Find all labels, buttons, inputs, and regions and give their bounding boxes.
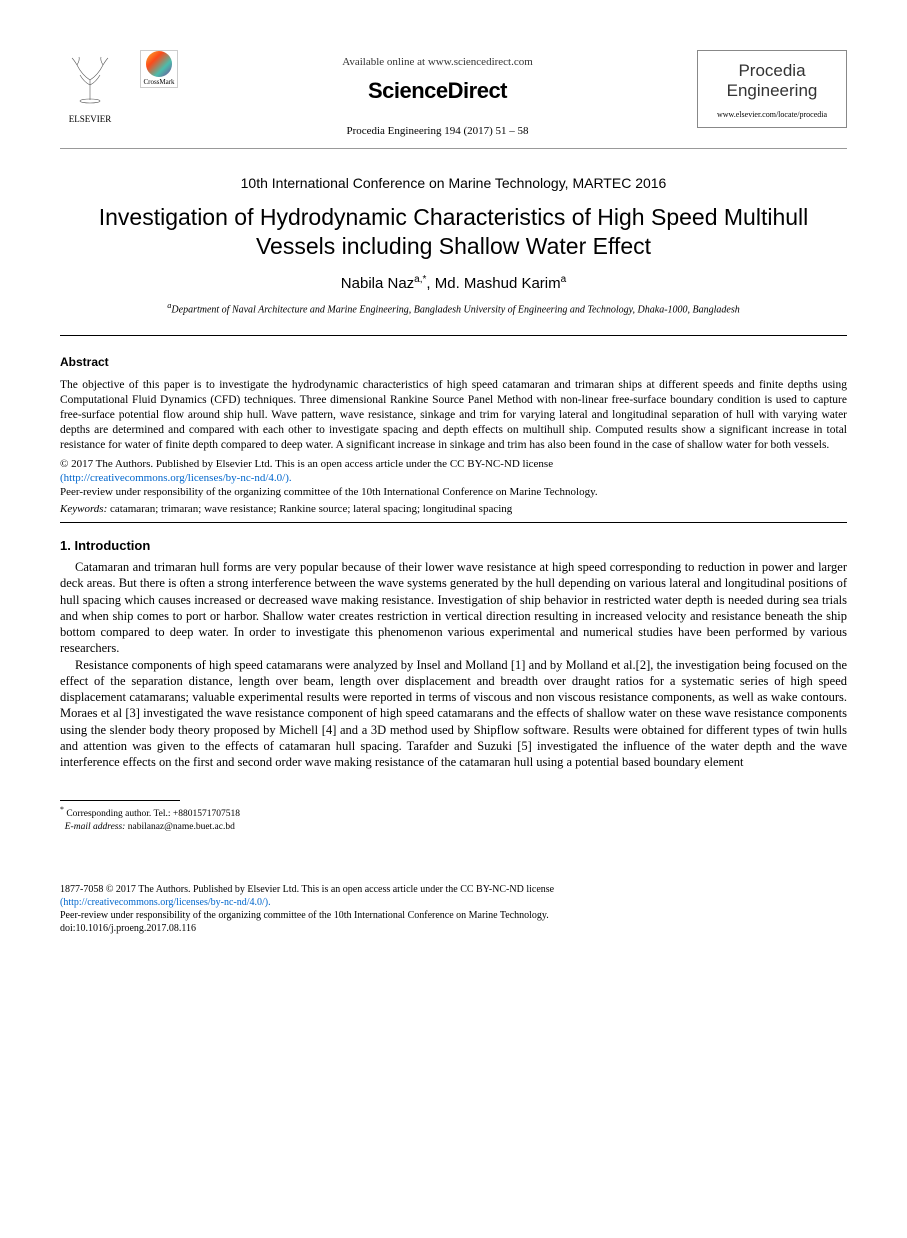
- author-list: Nabila Naza,*, Md. Mashud Karima: [60, 273, 847, 294]
- copyright-line1: © 2017 The Authors. Published by Elsevie…: [60, 458, 553, 470]
- footnote-separator: [60, 800, 180, 801]
- affiliation: aDepartment of Naval Architecture and Ma…: [60, 300, 847, 317]
- email-address: nabilanaz@name.buet.ac.bd: [128, 822, 235, 832]
- keywords-text: catamaran; trimaran; wave resistance; Ra…: [110, 503, 512, 515]
- author-1-sup: a,*: [414, 274, 426, 285]
- procedia-url: www.elsevier.com/locate/procedia: [704, 110, 840, 121]
- conference-name: 10th International Conference on Marine …: [60, 174, 847, 193]
- footer-license-link[interactable]: (http://creativecommons.org/licenses/by-…: [60, 897, 271, 908]
- procedia-line1: Procedia: [704, 61, 840, 81]
- footnote-marker: *: [60, 805, 64, 814]
- footer-doi: doi:10.1016/j.proeng.2017.08.116: [60, 923, 196, 934]
- abstract-heading: Abstract: [60, 354, 847, 370]
- paper-header: ELSEVIER CrossMark Available online at w…: [60, 50, 847, 149]
- intro-para-1: Catamaran and trimaran hull forms are ve…: [60, 559, 847, 657]
- procedia-line2: Engineering: [704, 81, 840, 101]
- keywords-label: Keywords:: [60, 503, 107, 515]
- email-label: E-mail address:: [65, 822, 126, 832]
- crossmark-label: CrossMark: [143, 78, 174, 87]
- elsevier-tree-icon: [60, 50, 120, 113]
- crossmark-circle-icon: [146, 51, 172, 77]
- journal-title-box: Procedia Engineering www.elsevier.com/lo…: [697, 50, 847, 128]
- copyright-block: © 2017 The Authors. Published by Elsevie…: [60, 457, 847, 500]
- journal-citation: Procedia Engineering 194 (2017) 51 – 58: [178, 124, 697, 139]
- crossmark-badge[interactable]: CrossMark: [140, 50, 178, 88]
- intro-para-2: Resistance components of high speed cata…: [60, 657, 847, 771]
- keywords-line: Keywords: catamaran; trimaran; wave resi…: [60, 502, 847, 517]
- license-link[interactable]: (http://creativecommons.org/licenses/by-…: [60, 472, 292, 484]
- rule-top: [60, 335, 847, 336]
- author-2-sup: a: [561, 274, 567, 285]
- sciencedirect-logo: ScienceDirect: [178, 76, 697, 106]
- elsevier-logo: ELSEVIER: [60, 50, 120, 125]
- header-left-logos: ELSEVIER CrossMark: [60, 50, 178, 125]
- author-1: Nabila Naz: [341, 275, 414, 292]
- abstract-body: The objective of this paper is to invest…: [60, 378, 847, 453]
- footer-peer-review: Peer-review under responsibility of the …: [60, 910, 549, 921]
- rule-after-abstract: [60, 522, 847, 523]
- footer-issn: 1877-7058 © 2017 The Authors. Published …: [60, 884, 554, 895]
- available-online-text: Available online at www.sciencedirect.co…: [178, 55, 697, 70]
- author-2: Md. Mashud Karim: [435, 275, 561, 292]
- corresponding-footnote: * Corresponding author. Tel.: +880157170…: [60, 805, 847, 833]
- corresponding-text: Corresponding author. Tel.: +88015717075…: [66, 809, 240, 819]
- header-center: Available online at www.sciencedirect.co…: [178, 50, 697, 138]
- peer-review-line: Peer-review under responsibility of the …: [60, 486, 598, 498]
- page-footer: 1877-7058 © 2017 The Authors. Published …: [60, 883, 847, 935]
- paper-title: Investigation of Hydrodynamic Characteri…: [60, 203, 847, 261]
- elsevier-label: ELSEVIER: [60, 113, 120, 125]
- affiliation-text: Department of Naval Architecture and Mar…: [171, 304, 739, 315]
- section-intro-heading: 1. Introduction: [60, 537, 847, 555]
